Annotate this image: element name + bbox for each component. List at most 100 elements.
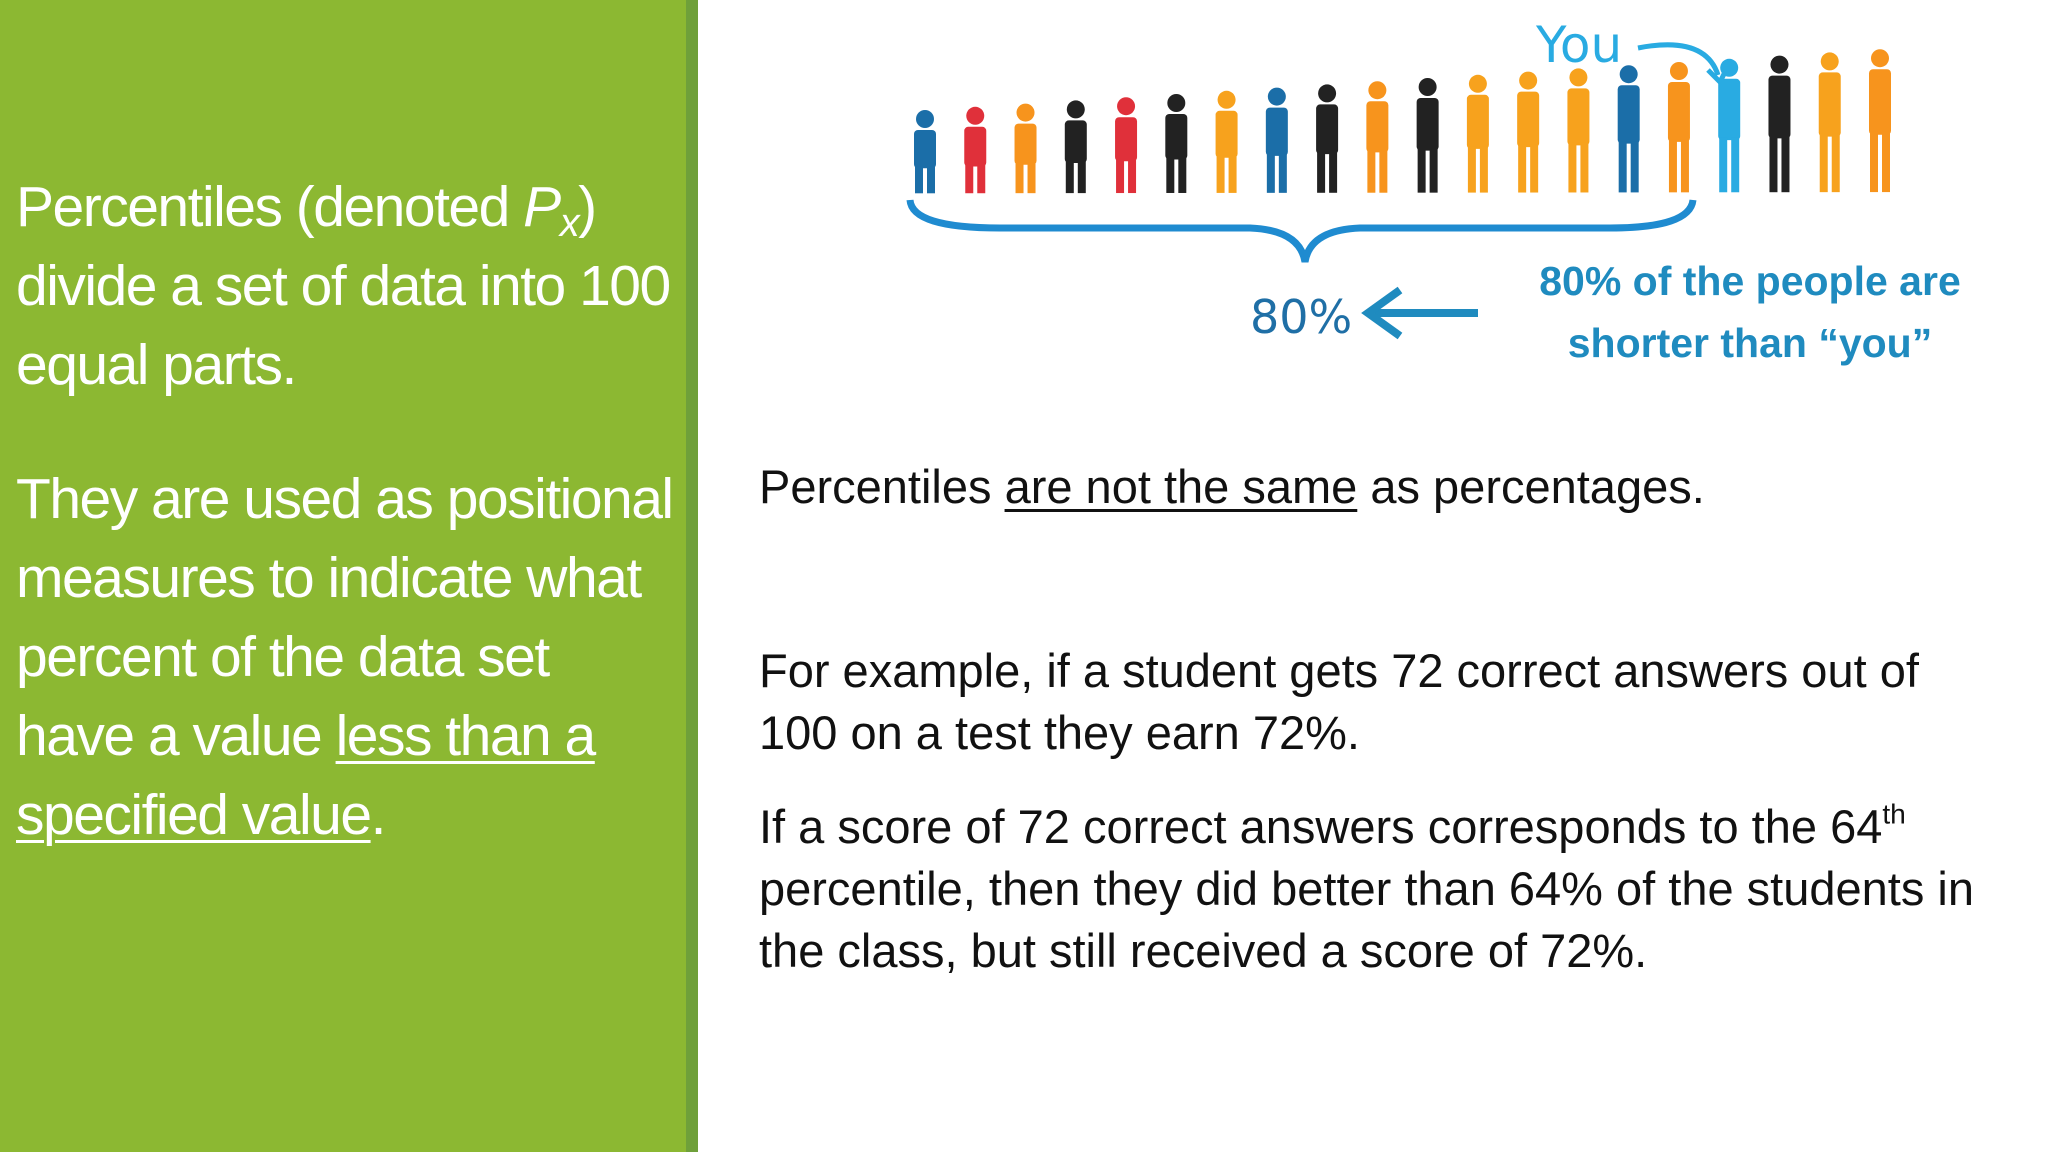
divider xyxy=(686,0,698,1152)
person-part xyxy=(977,164,986,194)
person-part xyxy=(1267,87,1286,106)
person-part xyxy=(1530,144,1539,193)
you-arrow xyxy=(1637,42,1721,76)
brace-label: 80% xyxy=(1250,290,1352,344)
height-figure: You 80% 80% of the people are shorter th… xyxy=(906,16,1961,366)
text: . xyxy=(370,783,387,847)
person-part xyxy=(1166,157,1175,193)
person-part xyxy=(1770,55,1789,74)
person-part xyxy=(1418,78,1437,96)
person-part xyxy=(1429,148,1438,193)
person-part xyxy=(1366,101,1389,153)
person-part xyxy=(1077,161,1086,194)
person-part xyxy=(1667,82,1690,142)
side-panel: Percentiles (denoted Px) divide a set of… xyxy=(0,0,686,1152)
person-part xyxy=(1117,97,1136,116)
person-part xyxy=(1367,150,1376,193)
text: Percentiles (denoted xyxy=(16,175,524,239)
person-part xyxy=(1128,159,1137,194)
person-part xyxy=(1781,135,1790,193)
person-part xyxy=(1882,131,1890,193)
person-part xyxy=(1618,141,1627,193)
you-label: You xyxy=(1535,16,1622,74)
paragraph: Percentiles are not the same as percenta… xyxy=(759,456,1999,518)
person-part xyxy=(1228,155,1237,193)
person-part xyxy=(1416,98,1439,151)
person-part xyxy=(1568,142,1577,193)
text: ) divide a set of data into 100 equal pa… xyxy=(16,175,671,397)
person-part xyxy=(1718,78,1741,141)
subscript: x xyxy=(559,200,580,245)
person-part xyxy=(1680,139,1689,193)
person-part xyxy=(1065,161,1074,194)
person-part xyxy=(1831,133,1840,193)
person-part xyxy=(1417,148,1426,193)
person-part xyxy=(915,166,923,194)
paragraph: If a score of 72 correct answers corresp… xyxy=(759,796,1999,982)
person-part xyxy=(1669,62,1688,80)
person-part xyxy=(1768,75,1791,139)
person-part xyxy=(1871,49,1889,68)
person-part xyxy=(1731,137,1740,193)
person-part xyxy=(1329,151,1338,193)
person-part xyxy=(1015,162,1024,194)
superscript: th xyxy=(1882,797,1906,830)
person-part xyxy=(1819,133,1828,193)
person-part xyxy=(1027,162,1036,194)
person-part xyxy=(1668,139,1677,193)
side-paragraph: They are used as positional measures to … xyxy=(16,460,676,855)
person-part xyxy=(1619,65,1638,84)
person-part xyxy=(1215,110,1238,158)
text: as percentages. xyxy=(1357,460,1705,513)
person-part xyxy=(1869,69,1891,135)
side-paragraph: Percentiles (denoted Px) divide a set of… xyxy=(16,168,676,405)
underlined-text: less than a specified value xyxy=(16,704,596,847)
person-part xyxy=(1016,103,1035,122)
underlined-text: are not the same xyxy=(1004,460,1358,513)
person-part xyxy=(1630,141,1639,193)
person-part xyxy=(1115,117,1138,162)
person-part xyxy=(1278,153,1287,193)
person-part xyxy=(1720,58,1739,77)
person-part xyxy=(1178,157,1187,193)
figure-caption: 80% of the people are shorter than “you” xyxy=(1539,258,1961,366)
person-part xyxy=(1517,91,1540,148)
person-part xyxy=(1014,123,1037,165)
person-part xyxy=(1368,81,1387,100)
person-part xyxy=(1569,68,1588,87)
person-part xyxy=(927,166,935,194)
symbol: P xyxy=(523,175,561,239)
text: percentile, then they did better than 64… xyxy=(759,862,1974,977)
person-part xyxy=(1567,88,1590,146)
person-part xyxy=(1466,94,1489,149)
person-part xyxy=(1580,142,1589,193)
person-part xyxy=(916,110,934,128)
person-part xyxy=(1870,131,1878,193)
person-part xyxy=(1316,104,1339,155)
person-part xyxy=(1818,72,1841,137)
person-part xyxy=(1467,146,1476,193)
person-part xyxy=(914,130,936,169)
person-part xyxy=(1468,74,1487,93)
people xyxy=(914,49,1891,194)
arrow-head xyxy=(1361,286,1403,340)
person-part xyxy=(1719,137,1728,193)
person-part xyxy=(1116,159,1125,194)
person-part xyxy=(1379,150,1388,193)
person-part xyxy=(1165,114,1188,160)
person-part xyxy=(1519,71,1538,90)
person-part xyxy=(966,106,985,125)
person-part xyxy=(1265,107,1288,156)
person-part xyxy=(1518,144,1527,193)
person-part xyxy=(1479,146,1488,193)
paragraph: For example, if a student gets 72 correc… xyxy=(759,644,1919,759)
person-part xyxy=(1064,120,1087,163)
brace xyxy=(906,199,1697,263)
person-part xyxy=(1318,84,1337,103)
person-part xyxy=(1317,151,1326,193)
person-part xyxy=(1216,155,1225,193)
text: If a score of 72 correct answers corresp… xyxy=(759,800,1883,853)
person-part xyxy=(1066,100,1085,119)
person-part xyxy=(1266,153,1275,193)
